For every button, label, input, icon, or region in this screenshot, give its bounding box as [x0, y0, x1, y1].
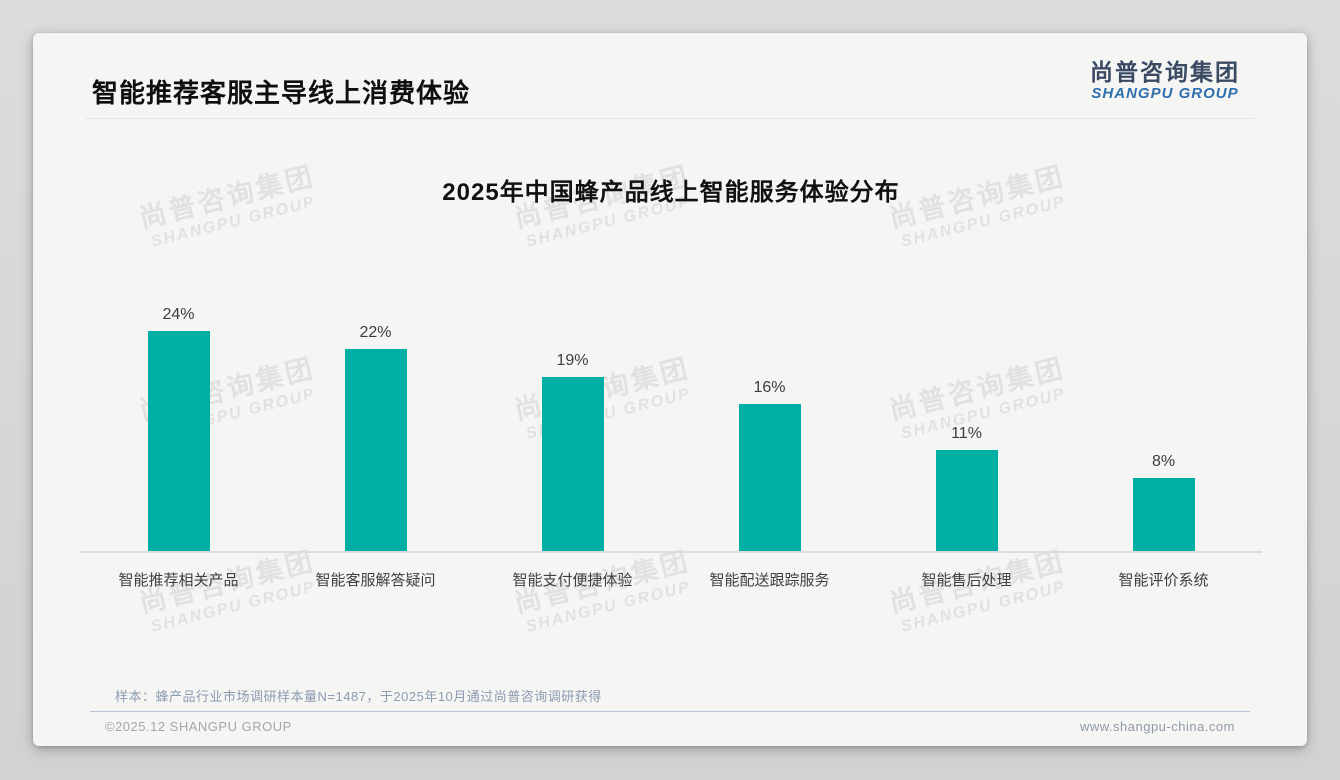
logo-english-text: SHANGPU GROUP	[1091, 85, 1239, 103]
category-row: 智能推荐相关产品 智能客服解答疑问 智能支付便捷体验 智能配送跟踪服务 智能售后处理 智能…	[80, 553, 1262, 590]
category-label: 智能支付便捷体验	[512, 572, 633, 589]
footer-divider	[90, 711, 1250, 712]
slide-card: 尚普咨询集团 SHANGPU GROUP 尚普咨询集团 SHANGPU GROUP 尚普…	[33, 33, 1307, 746]
bar-column: 22%	[277, 324, 474, 551]
bar-value-label: 19%	[556, 352, 589, 369]
category-label: 智能推荐相关产品	[118, 572, 239, 589]
chart-title: 2025年中国蜂产品线上智能服务体验分布	[442, 179, 900, 206]
website-url: www.shangpu-china.com	[1079, 719, 1235, 734]
bar-value-label: 22%	[359, 324, 392, 341]
bar-value-label: 11%	[951, 425, 982, 442]
bar-column: 8%	[1065, 453, 1262, 551]
bar	[541, 377, 604, 551]
bar	[1132, 478, 1195, 551]
category-label: 智能配送跟踪服务	[709, 572, 830, 589]
bar-value-label: 8%	[1151, 453, 1176, 470]
slide-title: 智能推荐客服主导线上消费体验	[92, 78, 471, 108]
copyright-text: ©2025.12 SHANGPU GROUP	[105, 719, 292, 734]
bar-column: 11%	[868, 425, 1065, 551]
bars-row: 24% 22% 19% 16% 11% 8%	[80, 283, 1262, 553]
header-divider	[85, 118, 1255, 119]
bar	[344, 349, 407, 551]
company-logo: 尚普咨询集团 SHANGPU GROUP	[1090, 59, 1240, 102]
category-label: 智能评价系统	[1118, 572, 1209, 589]
logo-chinese-text: 尚普咨询集团	[1090, 59, 1240, 85]
footer: ©2025.12 SHANGPU GROUP www.shangpu-china…	[105, 719, 1235, 734]
bar	[147, 331, 210, 551]
bar-column: 24%	[80, 306, 277, 551]
bar	[738, 404, 801, 551]
bar-column: 19%	[474, 352, 671, 551]
bar-value-label: 24%	[162, 306, 195, 323]
bar-value-label: 16%	[753, 379, 786, 396]
sample-note: 样本：蜂产品行业市场调研样本量N=1487，于2025年10月通过尚普咨询调研获…	[115, 689, 602, 704]
bar	[935, 450, 998, 551]
bar-column: 16%	[671, 379, 868, 551]
category-label: 智能客服解答疑问	[315, 572, 436, 589]
category-label: 智能售后处理	[921, 572, 1012, 589]
bar-chart: 24% 22% 19% 16% 11% 8% 智能推荐相关产品 智能客服解答疑问 智能支付便捷…	[80, 283, 1262, 590]
